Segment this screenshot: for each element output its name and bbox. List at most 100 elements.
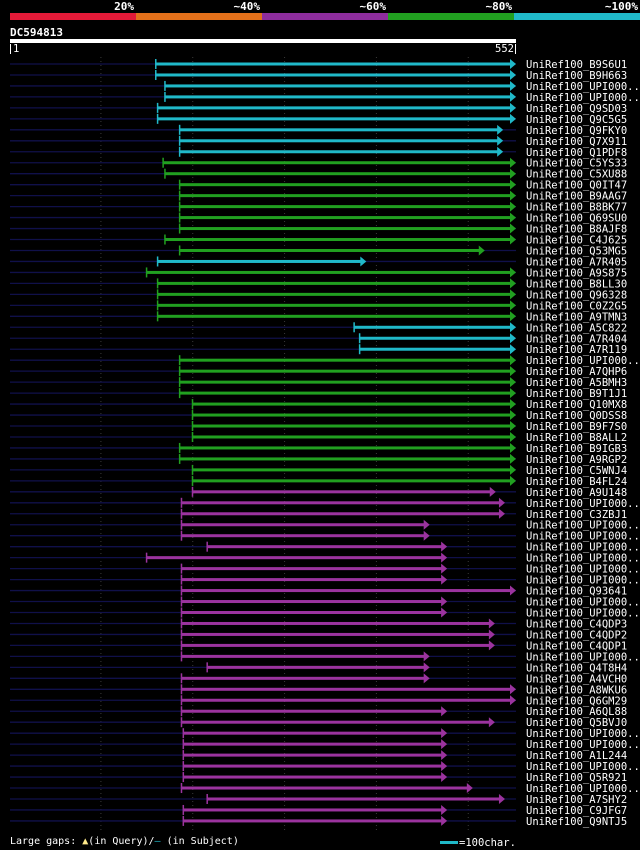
hit-row[interactable]: UniRef100_C4QDP3 [10, 618, 627, 630]
hit-label[interactable]: UniRef100_Q5R921 [526, 772, 627, 784]
hit-label[interactable]: UniRef100_B9AAG7 [526, 191, 627, 203]
hit-label[interactable]: UniRef100_C3ZBJ1 [526, 509, 627, 521]
hit-label[interactable]: UniRef100_UPI000.. [526, 783, 640, 795]
hit-row[interactable]: UniRef100_Q96328 [10, 289, 627, 301]
hit-row[interactable]: UniRef100_B8ALL2 [10, 431, 627, 444]
hit-label[interactable]: UniRef100_A8WKU6 [526, 684, 627, 696]
hit-row[interactable]: UniRef100_C5WNJ4 [10, 464, 627, 477]
hit-label[interactable]: UniRef100_Q9SD03 [526, 103, 627, 115]
hit-label[interactable]: UniRef100_A6QL88 [526, 706, 627, 718]
hit-label[interactable]: UniRef100_B9F7S0 [526, 421, 627, 433]
hit-label[interactable]: UniRef100_B9H663 [526, 70, 627, 82]
hit-row[interactable]: UniRef100_A9S875 [10, 267, 627, 279]
hit-label[interactable]: UniRef100_B8ALL2 [526, 432, 627, 444]
hit-row[interactable]: UniRef100_Q6GM29 [10, 695, 627, 707]
hit-label[interactable]: UniRef100_A7QHP6 [526, 366, 627, 378]
hit-row[interactable]: UniRef100_Q53MG5 [10, 245, 627, 257]
hit-row[interactable]: UniRef100_Q0IT47 [10, 179, 627, 192]
hit-row[interactable]: UniRef100_C4QDP1 [10, 640, 627, 652]
hit-label[interactable]: UniRef100_C4QDP3 [526, 618, 627, 630]
hit-row[interactable]: UniRef100_B9S6U1 [10, 59, 627, 71]
hit-row[interactable]: UniRef100_UPI000.. [10, 607, 640, 620]
hit-label[interactable]: UniRef100_Q9C5G5 [526, 114, 627, 126]
hit-label[interactable]: UniRef100_A7R119 [526, 344, 627, 356]
hit-label[interactable]: UniRef100_C9JFG7 [526, 805, 627, 817]
hit-row[interactable]: UniRef100_UPI000.. [10, 80, 640, 93]
hit-row[interactable]: UniRef100_Q1PDF8 [10, 146, 627, 159]
hit-label[interactable]: UniRef100_Q69SU0 [526, 213, 627, 225]
hit-label[interactable]: UniRef100_C4QDP1 [526, 640, 627, 652]
hit-row[interactable]: UniRef100_A8WKU6 [10, 684, 627, 696]
hit-row[interactable]: UniRef100_A7R404 [10, 333, 627, 345]
hit-row[interactable]: UniRef100_A9TMN3 [10, 311, 627, 323]
hit-row[interactable]: UniRef100_C4J625 [10, 234, 627, 247]
hit-label[interactable]: UniRef100_UPI000.. [526, 575, 640, 587]
hit-label[interactable]: UniRef100_Q7X911 [526, 136, 627, 148]
hit-label[interactable]: UniRef100_UPI000.. [526, 542, 640, 554]
hit-row[interactable]: UniRef100_C5YS33 [10, 157, 627, 170]
hit-row[interactable]: UniRef100_A5C822 [10, 322, 627, 334]
hit-row[interactable]: UniRef100_A4VCH0 [10, 673, 627, 685]
hit-label[interactable]: UniRef100_A1L244 [526, 750, 627, 762]
hit-row[interactable]: UniRef100_UPI000.. [10, 530, 640, 543]
hit-row[interactable]: UniRef100_B9F7S0 [10, 421, 627, 433]
hit-label[interactable]: UniRef100_Q0IT47 [526, 180, 627, 192]
hit-row[interactable]: UniRef100_UPI000.. [10, 574, 640, 587]
hit-label[interactable]: UniRef100_UPI000.. [526, 651, 640, 663]
hit-label[interactable]: UniRef100_Q0DSS8 [526, 410, 627, 422]
hit-label[interactable]: UniRef100_UPI000.. [526, 597, 640, 609]
hit-label[interactable]: UniRef100_A4VCH0 [526, 673, 627, 685]
hit-label[interactable]: UniRef100_Q96328 [526, 289, 627, 301]
hit-label[interactable]: UniRef100_UPI000.. [526, 739, 640, 751]
hit-row[interactable]: UniRef100_C9JFG7 [10, 804, 627, 817]
hit-row[interactable]: UniRef100_Q9NTJ5 [10, 815, 627, 828]
hit-label[interactable]: UniRef100_C5XU88 [526, 169, 627, 181]
hit-row[interactable]: UniRef100_Q93641 [10, 585, 627, 598]
hit-label[interactable]: UniRef100_A5C822 [526, 322, 627, 334]
hit-label[interactable]: UniRef100_UPI000.. [526, 498, 640, 510]
hit-label[interactable]: UniRef100_UPI000.. [526, 728, 640, 740]
hit-label[interactable]: UniRef100_UPI000.. [526, 608, 640, 620]
hit-row[interactable]: UniRef100_UPI000.. [10, 91, 640, 104]
hit-row[interactable]: UniRef100_Q9FKY0 [10, 124, 627, 137]
hit-row[interactable]: UniRef100_UPI000.. [10, 783, 640, 795]
hit-label[interactable]: UniRef100_C5YS33 [526, 158, 627, 170]
hit-row[interactable]: UniRef100_Q5R921 [10, 772, 627, 784]
hit-row[interactable]: UniRef100_B4FL24 [10, 475, 627, 488]
hit-row[interactable]: UniRef100_Q10MX8 [10, 399, 627, 411]
hit-row[interactable]: UniRef100_B8BK77 [10, 201, 627, 214]
hit-row[interactable]: UniRef100_A7R405 [10, 256, 627, 268]
hit-row[interactable]: UniRef100_UPI000.. [10, 739, 640, 751]
hit-label[interactable]: UniRef100_B8BK77 [526, 202, 627, 214]
hit-label[interactable]: UniRef100_Q9NTJ5 [526, 816, 627, 828]
hit-row[interactable]: UniRef100_C3ZBJ1 [10, 508, 627, 521]
hit-label[interactable]: UniRef100_B8AJF8 [526, 224, 627, 236]
hit-label[interactable]: UniRef100_A9U148 [526, 487, 627, 499]
hit-row[interactable]: UniRef100_A6QL88 [10, 706, 627, 718]
hit-row[interactable]: UniRef100_B8AJF8 [10, 223, 627, 236]
hit-label[interactable]: UniRef100_UPI000.. [526, 81, 640, 93]
hit-label[interactable]: UniRef100_C5WNJ4 [526, 465, 627, 477]
hit-label[interactable]: UniRef100_A7R404 [526, 333, 627, 345]
hit-label[interactable]: UniRef100_Q6GM29 [526, 695, 627, 707]
hit-label[interactable]: UniRef100_UPI000.. [526, 355, 640, 367]
hit-label[interactable]: UniRef100_UPI000.. [526, 92, 640, 104]
hit-label[interactable]: UniRef100_B9T1J1 [526, 388, 627, 400]
hit-label[interactable]: UniRef100_A7R405 [526, 256, 627, 268]
hit-label[interactable]: UniRef100_Q53MG5 [526, 245, 627, 257]
hit-row[interactable]: UniRef100_UPI000.. [10, 761, 640, 773]
hit-row[interactable]: UniRef100_B9T1J1 [10, 388, 627, 400]
hit-label[interactable]: UniRef100_B8LL30 [526, 278, 627, 290]
hit-row[interactable]: UniRef100_B9AAG7 [10, 190, 627, 203]
hit-row[interactable]: UniRef100_UPI000.. [10, 596, 640, 609]
hit-row[interactable]: UniRef100_C5XU88 [10, 168, 627, 181]
hit-row[interactable]: UniRef100_B9IGB3 [10, 442, 627, 455]
hit-label[interactable]: UniRef100_A7SHY2 [526, 794, 627, 806]
hit-row[interactable]: UniRef100_C4QDP2 [10, 629, 627, 641]
hit-row[interactable]: UniRef100_Q5BVJ0 [10, 717, 627, 729]
hit-row[interactable]: UniRef100_A5BMH3 [10, 377, 627, 389]
hit-label[interactable]: UniRef100_Q1PDF8 [526, 147, 627, 159]
hit-label[interactable]: UniRef100_A9RGP2 [526, 454, 627, 466]
hit-row[interactable]: UniRef100_Q9C5G5 [10, 113, 627, 126]
hit-row[interactable]: UniRef100_Q4T8H4 [10, 662, 627, 674]
